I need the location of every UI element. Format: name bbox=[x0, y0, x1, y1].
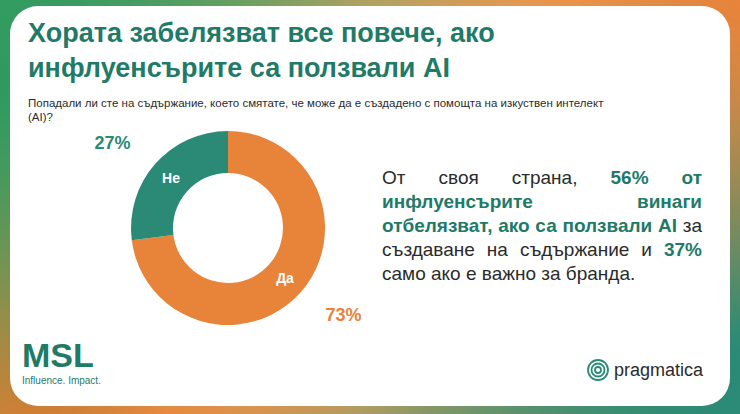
slice bbox=[132, 131, 325, 325]
data-label: 73% bbox=[326, 305, 362, 325]
annotation-part: От своя страна, bbox=[382, 167, 611, 188]
logo-pragmatica: pragmatica bbox=[588, 360, 704, 380]
logo-text: pragmatica bbox=[614, 360, 704, 380]
logo-icon bbox=[592, 364, 605, 377]
subtitle: Попадали ли сте на съдържание, което смя… bbox=[28, 96, 628, 124]
annotation-part: 37% bbox=[664, 239, 702, 260]
annotation: От своя страна, 56% от инфлуенсърите вин… bbox=[382, 166, 702, 286]
logo-icon bbox=[595, 367, 601, 373]
category-label: Не bbox=[162, 170, 180, 186]
slice bbox=[131, 131, 228, 240]
data-label: 27% bbox=[94, 133, 130, 153]
slices bbox=[131, 131, 325, 325]
title: Хората забелязват все повече, ако инфлуе… bbox=[28, 16, 588, 86]
labels: Да Не 73% 27% bbox=[94, 133, 361, 325]
logo-icon bbox=[588, 360, 608, 380]
annotation-part: само ако е важно за бранда. bbox=[382, 263, 635, 284]
donut: Да Не 73% 27% bbox=[94, 131, 361, 325]
category-label: Да bbox=[276, 270, 294, 286]
logo-msl: MSL bbox=[22, 336, 94, 374]
logo-msl-tagline: Influence. Impact. bbox=[22, 375, 101, 387]
